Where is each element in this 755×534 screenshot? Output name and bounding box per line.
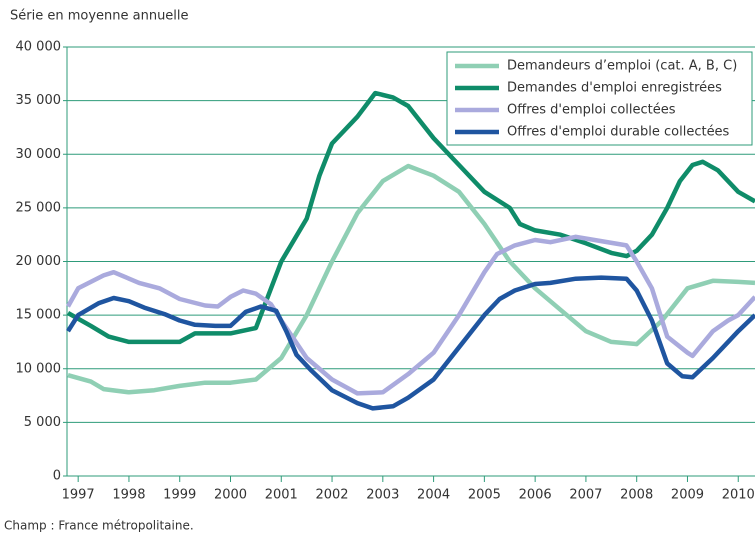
x-tick-label: 1997	[62, 488, 95, 503]
x-tick-label: 2005	[468, 488, 501, 503]
y-tick-label: 35 000	[16, 93, 62, 108]
x-tick-label: 2010	[722, 488, 755, 503]
x-tick-label: 2003	[366, 488, 399, 503]
y-tick-label: 25 000	[16, 200, 62, 215]
y-tick-label: 30 000	[16, 147, 62, 162]
x-tick-label: 1999	[163, 488, 196, 503]
series-line	[66, 90, 755, 345]
series-line	[66, 234, 755, 396]
y-tick-label: 40 000	[16, 40, 62, 55]
legend-label: Demandes d'emploi enregistrées	[507, 81, 722, 96]
x-tick-label: 2004	[417, 488, 450, 503]
x-tick-label: 2006	[519, 488, 552, 503]
x-tick-label: 2000	[214, 488, 247, 503]
x-tick-label: 2008	[620, 488, 653, 503]
y-tick-label: 15 000	[16, 308, 62, 323]
y-tick-label: 0	[53, 469, 61, 484]
legend-label: Offres d'emploi collectées	[507, 103, 676, 118]
y-tick-label: 20 000	[16, 254, 62, 269]
x-tick-label: 1998	[112, 488, 145, 503]
y-tick-label: 10 000	[16, 361, 62, 376]
legend-label: Offres d'emploi durable collectées	[507, 125, 730, 140]
chart-subtitle: Série en moyenne annuelle	[10, 9, 189, 24]
x-tick-label: 2001	[265, 488, 298, 503]
x-tick-label: 2009	[671, 488, 704, 503]
chart-note: Champ : France métropolitaine.	[4, 519, 194, 533]
x-tick-label: 2002	[315, 488, 348, 503]
legend-label: Demandeurs d’emploi (cat. A, B, C)	[507, 59, 737, 74]
series-line	[67, 163, 755, 395]
x-tick-label: 2007	[569, 488, 602, 503]
y-tick-label: 5 000	[24, 415, 61, 430]
series-line	[66, 275, 755, 411]
